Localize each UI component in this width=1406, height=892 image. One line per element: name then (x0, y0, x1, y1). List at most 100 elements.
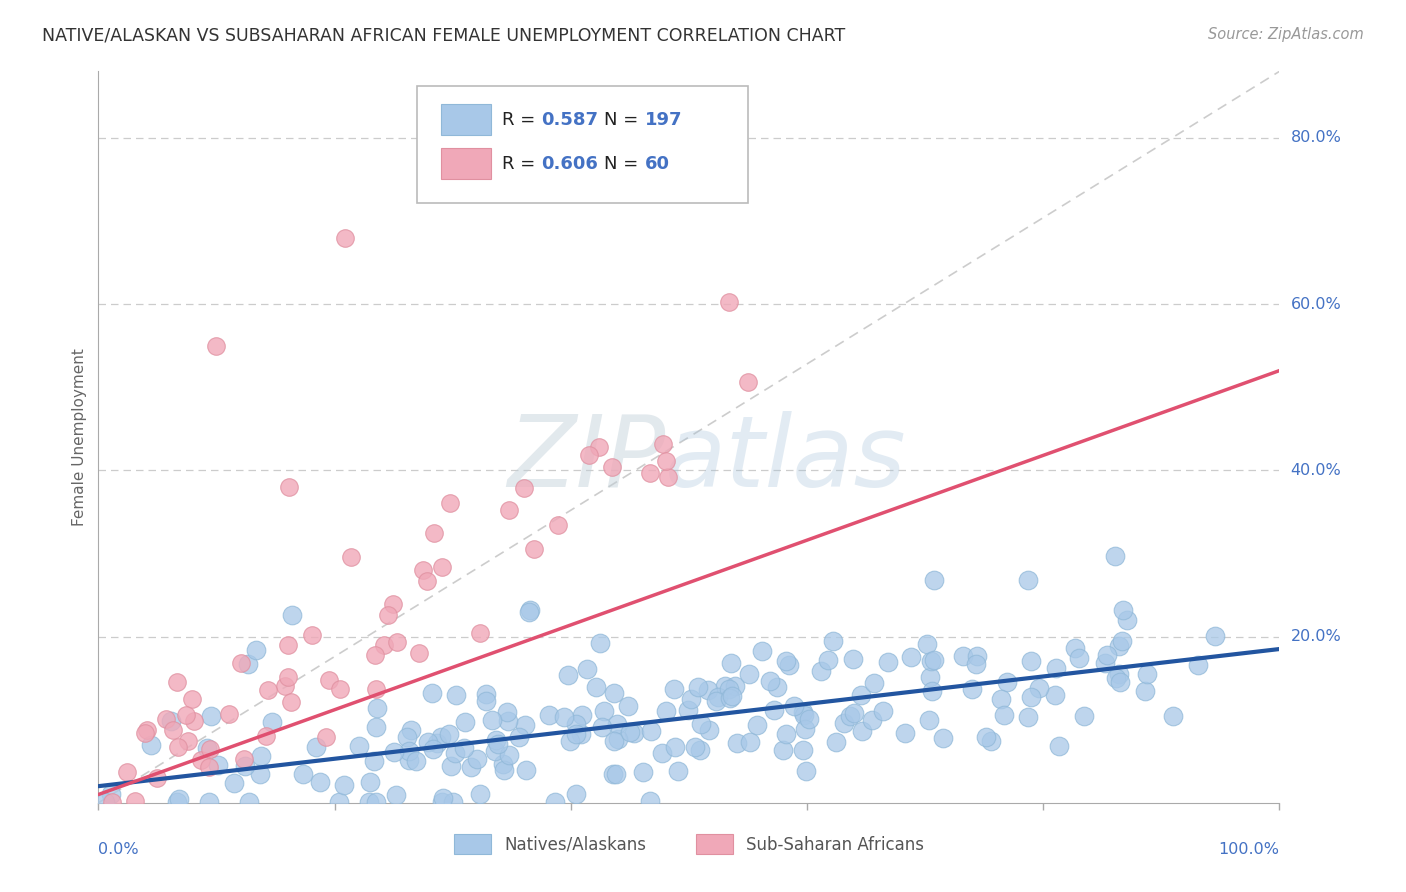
Point (385, 788, 408, 802)
Point (918, 670, 941, 684)
Point (668, 764, 690, 779)
Point (254, 729, 277, 743)
Point (498, 503, 520, 517)
Point (440, 758, 463, 772)
Point (654, 704, 676, 718)
Point (101, 795, 124, 809)
Point (498, 748, 520, 763)
Point (724, 679, 747, 693)
Point (606, 732, 628, 747)
Point (364, 720, 387, 734)
Point (737, 375, 759, 389)
Point (446, 688, 468, 702)
FancyBboxPatch shape (418, 86, 748, 203)
Text: 0.606: 0.606 (541, 154, 598, 172)
Point (423, 525, 446, 540)
Text: R =: R = (502, 111, 541, 128)
Point (842, 652, 865, 666)
Point (932, 731, 955, 746)
Point (1204, 629, 1226, 643)
Point (766, 681, 789, 695)
Point (517, 605, 540, 619)
Text: 0.587: 0.587 (541, 111, 599, 128)
Point (576, 662, 599, 676)
Point (508, 730, 530, 744)
Point (962, 681, 984, 696)
Point (863, 676, 886, 690)
Point (679, 692, 702, 706)
Point (496, 714, 519, 728)
Point (860, 713, 883, 727)
Point (794, 764, 817, 778)
Point (565, 727, 588, 741)
Point (662, 681, 685, 696)
Point (775, 727, 797, 741)
Point (481, 713, 503, 727)
Point (1104, 549, 1126, 564)
Point (238, 657, 260, 671)
Point (623, 726, 645, 740)
Point (139, 739, 162, 753)
Point (439, 496, 461, 510)
Point (745, 717, 768, 731)
Point (515, 763, 537, 777)
Point (751, 644, 773, 658)
Point (966, 648, 988, 663)
Point (697, 723, 720, 737)
Point (738, 735, 761, 749)
Point (195, 740, 218, 755)
Point (921, 684, 943, 698)
FancyBboxPatch shape (441, 148, 491, 179)
Point (778, 657, 800, 672)
Point (155, 712, 177, 726)
Text: 80.0%: 80.0% (1291, 130, 1341, 145)
Point (557, 668, 579, 682)
Point (281, 608, 304, 623)
Point (718, 690, 741, 705)
Point (920, 654, 942, 668)
Point (453, 740, 475, 755)
Point (759, 674, 782, 689)
Point (1043, 689, 1066, 703)
Point (416, 574, 439, 589)
Point (430, 730, 453, 744)
Point (1094, 657, 1116, 671)
Text: 40.0%: 40.0% (1291, 463, 1341, 478)
Text: 100.0%: 100.0% (1219, 842, 1279, 856)
Point (160, 714, 183, 729)
Point (382, 745, 405, 759)
Point (603, 734, 626, 748)
Point (146, 771, 169, 785)
Point (398, 744, 420, 758)
Point (547, 517, 569, 532)
Point (553, 710, 575, 724)
Point (918, 713, 941, 727)
Point (396, 730, 419, 744)
Point (772, 743, 794, 757)
Point (412, 564, 434, 578)
Point (204, 338, 226, 352)
Point (717, 681, 740, 696)
Point (664, 739, 686, 754)
Point (631, 765, 654, 780)
Point (832, 716, 855, 731)
Point (606, 717, 628, 731)
Point (617, 699, 640, 714)
Point (273, 679, 295, 693)
Point (245, 642, 267, 657)
Point (519, 602, 541, 616)
Point (181, 692, 204, 706)
Point (651, 746, 673, 760)
Point (589, 636, 612, 650)
Point (134, 726, 156, 740)
Point (605, 767, 627, 781)
Point (689, 742, 711, 756)
Point (366, 681, 388, 696)
Point (849, 689, 872, 703)
Text: ZIP: ZIP (508, 410, 665, 508)
Point (571, 707, 593, 722)
Point (381, 597, 404, 611)
Point (218, 706, 240, 721)
Point (277, 670, 299, 684)
Point (167, 740, 190, 755)
